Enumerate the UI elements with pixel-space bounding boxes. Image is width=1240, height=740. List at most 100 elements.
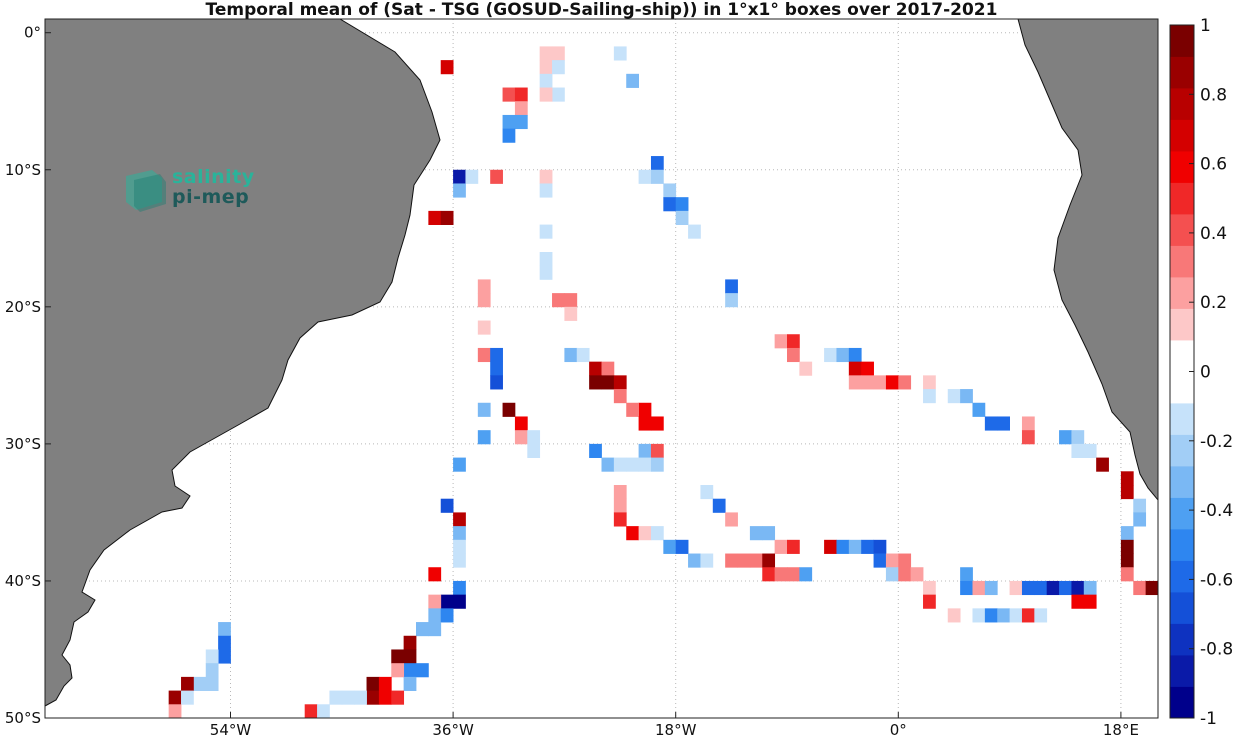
colorbar-segment <box>1170 88 1194 120</box>
heatmap-cell <box>824 347 837 363</box>
heatmap-cell <box>1120 485 1134 500</box>
colorbar-tick-label: -0.8 <box>1200 640 1233 660</box>
y-tick-label: 10°S <box>5 161 41 179</box>
heatmap-cell <box>378 676 392 691</box>
heatmap-cell <box>341 690 355 705</box>
logo-mark-icon <box>126 170 166 212</box>
heatmap-cell <box>1071 430 1085 445</box>
heatmap-cell <box>638 457 652 472</box>
heatmap-cell <box>514 416 528 431</box>
heatmap-cell <box>688 553 701 568</box>
heatmap-cell <box>873 539 887 554</box>
heatmap-cell <box>787 334 800 349</box>
heatmap-cell <box>737 553 751 568</box>
heatmap-cell <box>613 512 627 527</box>
colorbar-segment <box>1170 308 1194 341</box>
heatmap-cell <box>304 704 318 718</box>
heatmap-cell <box>168 690 182 705</box>
heatmap-cell <box>1009 608 1023 623</box>
heatmap-cell <box>403 635 417 650</box>
colorbar-tick-label: 0.4 <box>1200 224 1227 244</box>
heatmap-cell <box>762 526 776 541</box>
heatmap-cell <box>391 663 405 678</box>
heatmap-cell <box>527 443 541 458</box>
heatmap-cell <box>885 375 899 390</box>
heatmap-cell <box>984 608 998 623</box>
heatmap-cell <box>923 375 936 390</box>
y-tick-label: 30°S <box>5 435 41 453</box>
heatmap-cell <box>972 402 986 417</box>
colorbar-segment <box>1170 182 1194 215</box>
heatmap-cell <box>1096 457 1109 472</box>
colorbar-segment <box>1170 245 1194 278</box>
heatmap-cell <box>453 512 466 527</box>
colorbar-segment <box>1170 655 1194 687</box>
heatmap-cell <box>218 635 231 650</box>
heatmap-cell <box>403 649 417 664</box>
heatmap-cell <box>477 293 491 308</box>
colorbar-segment <box>1170 56 1194 89</box>
heatmap-cell <box>848 361 862 376</box>
heatmap-cell <box>898 567 912 582</box>
heatmap-cell <box>650 416 664 431</box>
colorbar-segment <box>1170 686 1194 719</box>
heatmap-cell <box>416 663 429 678</box>
heatmap-cell <box>1083 594 1097 609</box>
heatmap-cell <box>218 649 231 664</box>
heatmap-cell <box>1034 608 1048 623</box>
heatmap-cell <box>848 347 862 363</box>
heatmap-cell <box>960 389 973 404</box>
heatmap-cell <box>539 60 553 75</box>
heatmap-cell <box>1046 580 1060 596</box>
heatmap-cell <box>453 169 466 184</box>
heatmap-cell <box>193 676 207 691</box>
heatmap-cell <box>601 457 615 472</box>
heatmap-cell <box>638 443 652 458</box>
heatmap-cell <box>1059 430 1072 445</box>
heatmap-cell <box>650 443 664 458</box>
heatmap-cell <box>861 539 874 554</box>
heatmap-cell <box>836 539 850 554</box>
heatmap-cell <box>181 690 194 705</box>
heatmap-cell <box>725 279 738 294</box>
heatmap-cell <box>663 197 677 212</box>
heatmap-cell <box>502 402 516 417</box>
colorbar-tick-label: 0.6 <box>1200 155 1227 175</box>
heatmap-cell <box>984 580 998 596</box>
heatmap-cell <box>218 622 231 637</box>
colorbar-tick-label: -1 <box>1200 709 1217 729</box>
heatmap-cell <box>168 704 182 718</box>
x-axis-ticks: 54°W 36°W 18°W 0° 18°E <box>210 712 1139 739</box>
heatmap-cell <box>514 101 528 116</box>
africa-land <box>1017 19 1158 501</box>
heatmap-cell <box>552 87 565 102</box>
colorbar-segment <box>1170 340 1194 372</box>
colorbar-segment <box>1170 371 1194 404</box>
heatmap-cell <box>440 210 454 225</box>
heatmap-cell <box>440 498 454 513</box>
colorbar-tick-label: -0.4 <box>1200 501 1233 521</box>
heatmap-cell <box>403 676 417 691</box>
heatmap-cell <box>453 580 466 596</box>
heatmap-cell <box>613 389 627 404</box>
heatmap-cell <box>539 46 553 61</box>
colorbar-segment <box>1170 119 1194 152</box>
heatmap-cell <box>626 457 639 472</box>
heatmap-cell <box>947 389 961 404</box>
heatmap-cell <box>366 676 380 691</box>
heatmap-cell <box>613 485 627 500</box>
heatmap-cell <box>453 183 466 198</box>
heatmap-cell <box>205 663 219 678</box>
heatmap-cell <box>502 87 516 102</box>
heatmap-cell <box>1120 526 1134 541</box>
heatmap-cell <box>428 567 442 582</box>
heatmap-cell <box>799 361 813 376</box>
heatmap-cell <box>453 526 466 541</box>
heatmap-cell <box>725 512 738 527</box>
heatmap-cell <box>354 690 367 705</box>
heatmap-cell <box>1071 580 1085 596</box>
heatmap-cell <box>626 73 639 88</box>
heatmap-cell <box>613 46 627 61</box>
heatmap-cell <box>749 526 763 541</box>
